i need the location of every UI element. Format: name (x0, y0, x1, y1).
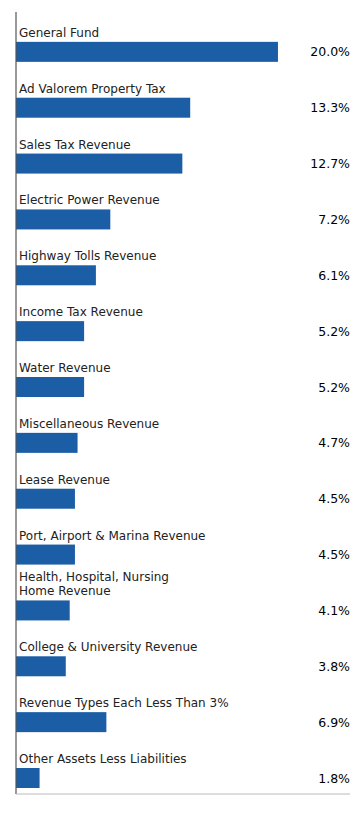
value-label: 6.9% (318, 715, 350, 730)
category-label: General Fund (19, 26, 99, 40)
category-label: Miscellaneous Revenue (19, 417, 159, 431)
bar (16, 209, 110, 229)
category-label: Electric Power Revenue (19, 193, 160, 207)
value-label: 5.2% (318, 324, 350, 339)
bar (16, 768, 40, 788)
value-label: 4.7% (318, 435, 350, 450)
value-label: 1.8% (318, 771, 350, 786)
category-label: Water Revenue (19, 361, 111, 375)
bar (16, 545, 75, 565)
category-label: Highway Tolls Revenue (19, 249, 156, 263)
value-label: 20.0% (310, 44, 350, 59)
bar (16, 321, 84, 341)
value-label: 5.2% (318, 380, 350, 395)
bar (16, 600, 70, 620)
category-label: Sales Tax Revenue (19, 138, 131, 152)
category-label: Other Assets Less Liabilities (19, 752, 187, 766)
value-label: 4.1% (318, 603, 350, 618)
value-label: 4.5% (318, 491, 350, 506)
bar (16, 98, 190, 118)
bar (16, 656, 66, 676)
bar (16, 154, 182, 174)
value-label: 13.3% (310, 100, 350, 115)
bar (16, 377, 84, 397)
value-label: 12.7% (310, 156, 350, 171)
value-label: 7.2% (318, 212, 350, 227)
category-label: Income Tax Revenue (19, 305, 143, 319)
bar (16, 489, 75, 509)
value-label: 4.5% (318, 547, 350, 562)
bar (16, 433, 78, 453)
value-label: 6.1% (318, 268, 350, 283)
axis-zero-line (15, 12, 16, 794)
category-label: Ad Valorem Property Tax (19, 82, 166, 96)
category-label: Port, Airport & Marina Revenue (19, 529, 206, 543)
bar (16, 712, 106, 732)
category-label: Health, Hospital, NursingHome Revenue (19, 570, 169, 598)
category-label: Revenue Types Each Less Than 3% (19, 696, 229, 710)
category-label: College & University Revenue (19, 640, 197, 654)
category-label: Lease Revenue (19, 473, 110, 487)
value-label: 3.8% (318, 659, 350, 674)
bars (16, 42, 278, 788)
x-axis-line (16, 794, 350, 795)
bar (16, 265, 96, 285)
bar (16, 42, 278, 62)
chart-svg: General Fund 20.0% Ad Valorem Property Tax… (0, 0, 360, 818)
labels: General Fund 20.0% Ad Valorem Property Tax… (19, 26, 350, 786)
chart-container: General Fund 20.0% Ad Valorem Property Tax… (0, 0, 360, 818)
